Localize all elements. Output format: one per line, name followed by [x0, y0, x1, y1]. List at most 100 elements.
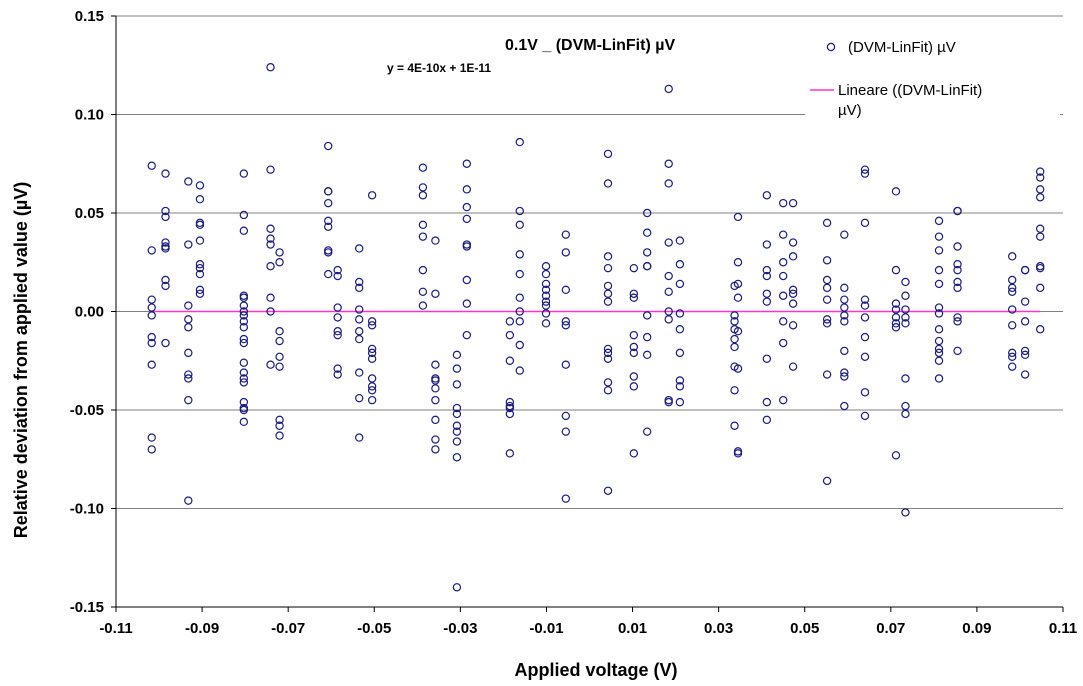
data-point: [642, 228, 652, 237]
data-point: [840, 372, 849, 381]
y-tick-label: -0.10: [70, 501, 104, 518]
data-point: [891, 313, 901, 322]
data-point: [418, 183, 428, 192]
y-tick-label: -0.05: [70, 402, 104, 419]
data-point: [860, 165, 870, 174]
data-point: [779, 230, 788, 239]
x-tick-label: -0.05: [357, 620, 391, 637]
data-point: [822, 295, 832, 304]
data-point: [561, 411, 571, 421]
data-point: [462, 202, 472, 212]
data-point: [891, 299, 901, 308]
data-point: [541, 285, 551, 295]
data-point: [675, 382, 685, 391]
y-tick-label: -0.15: [70, 599, 104, 616]
data-point: [762, 415, 772, 425]
data-point: [541, 291, 551, 300]
data-point: [418, 191, 428, 200]
data-point: [762, 397, 772, 407]
legend-label-trendline: Lineare ((DVM-LinFit) µV): [838, 82, 982, 119]
data-point: [953, 283, 962, 293]
data-point: [184, 348, 193, 358]
data-point: [324, 216, 333, 226]
data-point: [239, 378, 249, 387]
data-point: [333, 303, 342, 312]
data-point: [953, 313, 962, 322]
data-point: [901, 319, 910, 328]
data-point: [779, 395, 788, 405]
data-point: [147, 332, 156, 342]
data-point: [505, 409, 515, 419]
data-point: [1035, 283, 1045, 293]
data-point: [324, 222, 333, 231]
data-point: [840, 230, 849, 239]
data-point: [184, 370, 193, 379]
data-point: [452, 453, 462, 462]
data-point: [367, 354, 377, 363]
data-point: [184, 177, 193, 186]
data-point: [266, 360, 275, 369]
data-point: [603, 263, 613, 273]
data-point: [1008, 252, 1017, 261]
data-point: [367, 191, 377, 200]
data-point: [147, 445, 156, 454]
data-point: [788, 321, 798, 330]
data-point: [431, 435, 440, 444]
data-point: [541, 301, 551, 310]
data-point: [515, 293, 524, 302]
data-point: [195, 285, 205, 295]
data-point: [266, 293, 275, 302]
data-point: [762, 265, 772, 275]
x-tick-label: 0.05: [790, 620, 819, 637]
data-point: [195, 195, 205, 204]
data-point: [147, 360, 156, 369]
data-point: [239, 307, 249, 316]
data-point: [934, 216, 944, 226]
x-tick-label: 0.09: [962, 620, 991, 637]
data-point: [561, 317, 571, 326]
data-point: [762, 297, 772, 306]
data-point: [355, 393, 364, 403]
data-point: [161, 281, 170, 291]
data-point: [664, 315, 673, 324]
data-point: [355, 433, 364, 442]
data-point: [788, 299, 798, 308]
data-point: [733, 212, 743, 222]
data-point: [822, 256, 832, 265]
data-point: [1020, 317, 1030, 326]
data-point: [762, 289, 772, 298]
data-point: [642, 261, 652, 271]
data-point: [730, 386, 739, 395]
x-axis-title: Applied voltage (V): [514, 660, 677, 680]
chart-title: 0.1V _ (DVM-LinFit) µV: [505, 37, 675, 54]
y-tick-label: 0.00: [75, 304, 104, 321]
data-point: [1008, 283, 1017, 293]
data-point: [147, 311, 156, 320]
data-point: [418, 265, 428, 275]
legend-box: [805, 32, 1060, 132]
data-point: [840, 346, 849, 356]
data-point: [953, 317, 962, 326]
y-tick-label: 0.15: [75, 8, 104, 25]
data-point: [418, 163, 428, 172]
data-point: [266, 234, 275, 243]
data-point: [779, 258, 788, 267]
data-point: [860, 388, 870, 397]
data-point: [840, 283, 849, 293]
data-point: [452, 421, 462, 430]
data-point: [239, 210, 249, 220]
data-point: [1035, 185, 1045, 194]
data-point: [195, 260, 205, 269]
data-point: [629, 289, 639, 298]
data-point: [515, 269, 524, 279]
data-point: [953, 346, 962, 356]
legend-marker-points: [826, 42, 836, 52]
data-point: [603, 378, 613, 387]
data-point: [953, 206, 962, 216]
data-point: [418, 232, 428, 241]
data-point: [515, 137, 524, 147]
axes: -0.15 -0.10 -0.05 0.00 0.05 0.10 0.15 -0.11 -0.0…: [70, 8, 1077, 637]
data-point: [266, 240, 275, 249]
data-point: [1008, 321, 1017, 330]
data-point: [762, 240, 772, 249]
